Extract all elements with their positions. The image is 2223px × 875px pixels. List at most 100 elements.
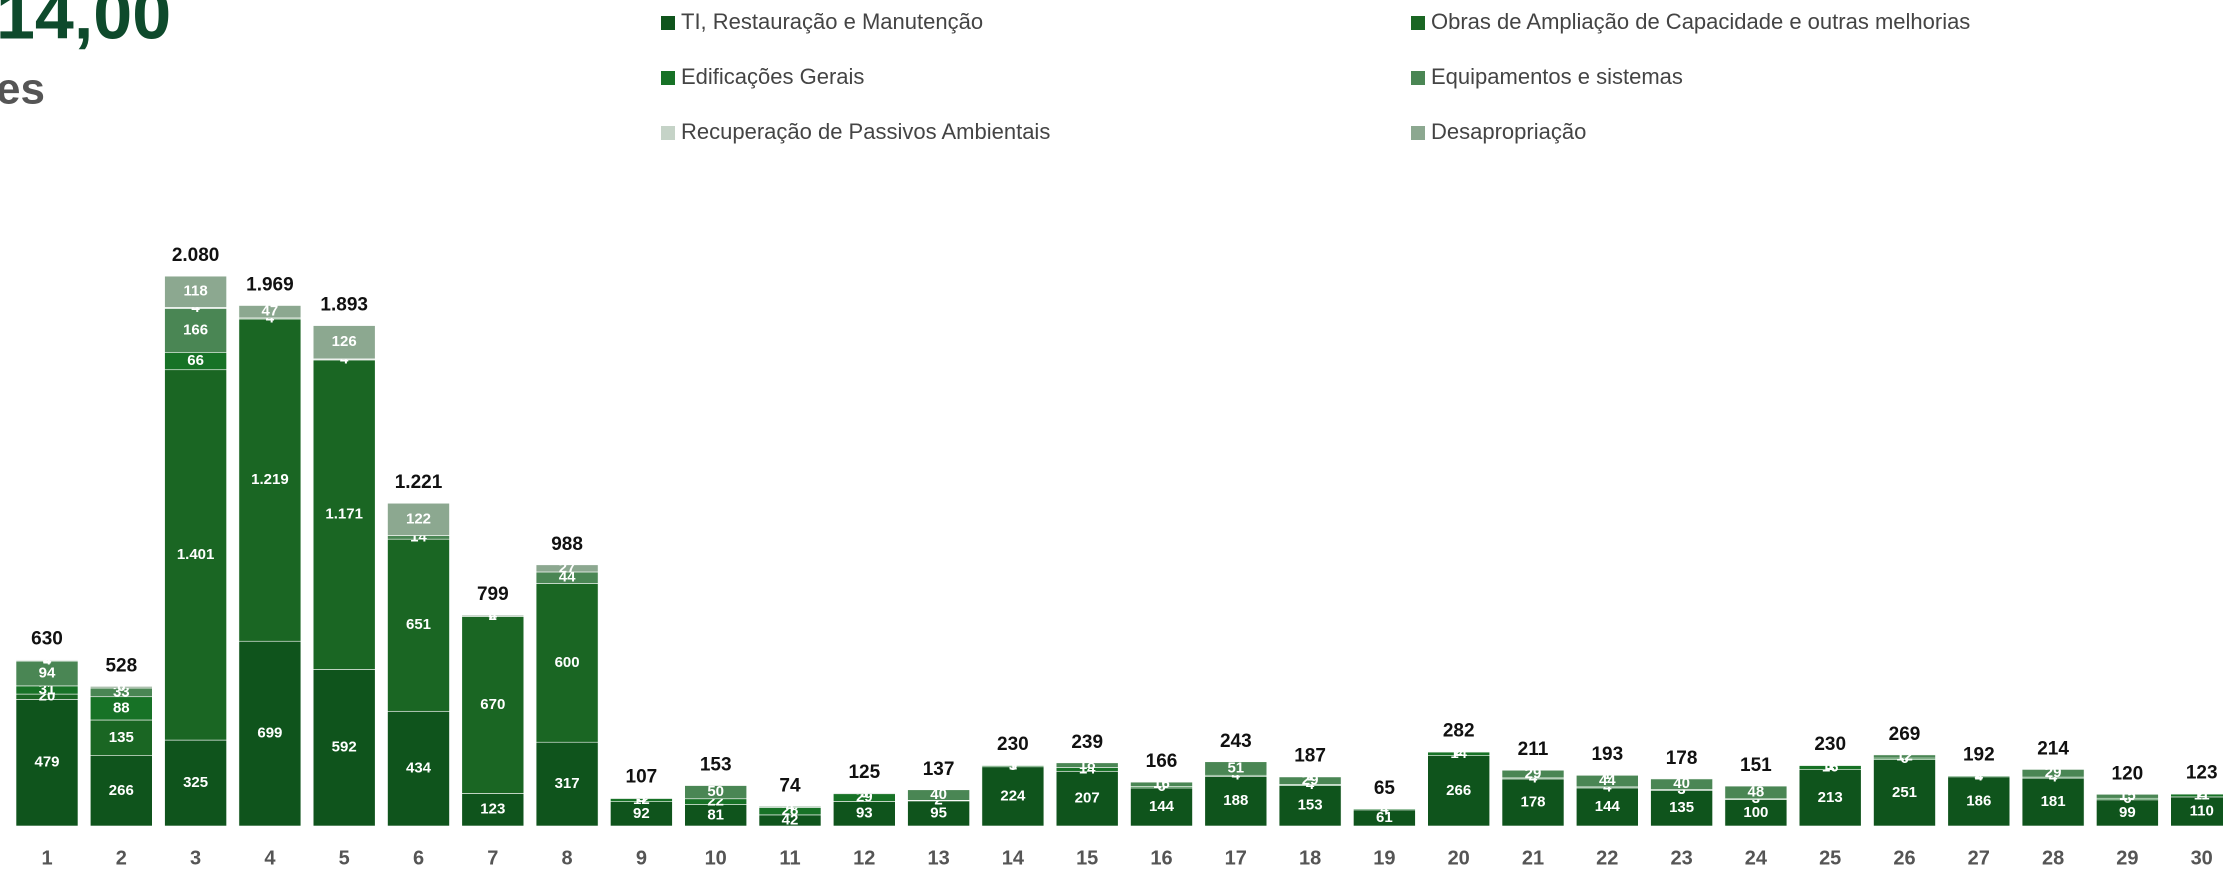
segment-label: 93 bbox=[856, 805, 873, 822]
segment-label: 66 bbox=[187, 352, 204, 369]
segment-label: 699 bbox=[257, 725, 282, 742]
segment-label: 122 bbox=[406, 510, 431, 527]
legend-label: Edificações Gerais bbox=[681, 64, 864, 89]
total-label: 528 bbox=[105, 655, 137, 676]
total-label: 230 bbox=[1814, 734, 1846, 755]
segment-label: 600 bbox=[555, 654, 580, 671]
segment-label: 29 bbox=[1525, 765, 1542, 782]
segment-label: 224 bbox=[1000, 787, 1026, 804]
segment-label: 2 bbox=[1975, 766, 1983, 783]
x-tick-label: 6 bbox=[413, 847, 424, 869]
x-tick-label: 8 bbox=[562, 847, 573, 869]
segment-label: 1 bbox=[1009, 756, 1017, 773]
x-tick-label: 27 bbox=[1968, 847, 1990, 869]
segment-label: 118 bbox=[183, 283, 207, 300]
segment-label: 15 bbox=[2119, 787, 2136, 804]
x-tick-label: 5 bbox=[339, 847, 350, 869]
segment-label: 1 bbox=[1826, 756, 1834, 773]
x-tick-label: 18 bbox=[1299, 847, 1321, 869]
segment-label: 434 bbox=[406, 760, 432, 777]
x-tick-label: 25 bbox=[1819, 847, 1841, 869]
total-label: 187 bbox=[1294, 746, 1326, 767]
x-tick-label: 4 bbox=[264, 847, 276, 869]
segment-label: 1.219 bbox=[251, 471, 289, 488]
legend-label: Equipamentos e sistemas bbox=[1431, 64, 1683, 89]
total-label: 137 bbox=[923, 759, 955, 780]
legend-swatch bbox=[1411, 71, 1425, 85]
total-label: 1.969 bbox=[246, 275, 294, 296]
segment-label: 3 bbox=[637, 789, 645, 806]
segment-label: 325 bbox=[183, 774, 208, 791]
total-label: 1.893 bbox=[320, 295, 368, 316]
x-tick-label: 3 bbox=[190, 847, 201, 869]
total-label: 123 bbox=[2186, 763, 2218, 784]
legend-label: TI, Restauração e Manutenção bbox=[681, 9, 983, 34]
total-label: 243 bbox=[1220, 731, 1252, 752]
segment-label: 2 bbox=[1455, 743, 1463, 760]
x-tick-label: 12 bbox=[853, 847, 875, 869]
segment-label: 670 bbox=[480, 696, 505, 713]
legend-swatch bbox=[661, 71, 675, 85]
total-label: 269 bbox=[1889, 724, 1921, 745]
x-tick-label: 14 bbox=[1002, 847, 1025, 869]
segment-label: 2 bbox=[2198, 785, 2206, 802]
segment-label: 651 bbox=[406, 616, 431, 633]
total-label: 214 bbox=[2037, 738, 2069, 759]
segment-label: 4 bbox=[489, 606, 498, 623]
segment-label: 178 bbox=[1520, 793, 1545, 810]
segment-label: 40 bbox=[930, 786, 947, 803]
segment-label: 207 bbox=[1075, 790, 1100, 807]
total-label: 230 bbox=[997, 734, 1029, 755]
total-label: 282 bbox=[1443, 720, 1475, 741]
segment-label: 27 bbox=[559, 559, 576, 576]
x-tick-label: 11 bbox=[779, 847, 800, 869]
segment-label: 1.401 bbox=[177, 546, 215, 563]
segment-label: 266 bbox=[1446, 782, 1471, 799]
total-label: 193 bbox=[1591, 744, 1623, 765]
segment-label: 144 bbox=[1149, 798, 1175, 815]
segment-label: 2 bbox=[43, 651, 51, 668]
segment-label: 40 bbox=[1673, 775, 1690, 792]
segment-label: 6 bbox=[117, 678, 125, 695]
segment-label: 50 bbox=[707, 783, 724, 800]
segment-label: 166 bbox=[183, 321, 208, 338]
segment-label: 592 bbox=[332, 739, 357, 756]
segment-label: 186 bbox=[1966, 792, 1991, 809]
x-tick-label: 7 bbox=[487, 847, 498, 869]
x-tick-label: 10 bbox=[705, 847, 727, 869]
segment-label: 135 bbox=[109, 729, 134, 746]
x-tick-label: 1 bbox=[41, 847, 52, 869]
total-label: 211 bbox=[1518, 739, 1549, 760]
segment-label: 1 bbox=[1306, 768, 1314, 785]
legend-label: Desapropriação bbox=[1431, 119, 1586, 144]
segment-label: 110 bbox=[2190, 802, 2214, 819]
total-label: 125 bbox=[848, 762, 880, 783]
segment-label: 317 bbox=[555, 775, 580, 792]
x-tick-label: 19 bbox=[1373, 847, 1395, 869]
total-label: 166 bbox=[1146, 751, 1178, 772]
x-tick-label: 24 bbox=[1745, 847, 1768, 869]
segment-label: 51 bbox=[1227, 759, 1244, 776]
legend-label: Obras de Ampliação de Capacidade e outra… bbox=[1431, 9, 1970, 34]
total-label: 239 bbox=[1071, 732, 1103, 753]
segment-label: 188 bbox=[1223, 792, 1248, 809]
total-label: 2.080 bbox=[172, 245, 220, 266]
total-label: 74 bbox=[779, 775, 801, 796]
segment-label: 266 bbox=[109, 782, 134, 799]
segment-label: 48 bbox=[1748, 783, 1765, 800]
segment-label: 18 bbox=[1079, 756, 1096, 773]
segment-label: 1 bbox=[1603, 766, 1611, 783]
total-label: 192 bbox=[1963, 744, 1995, 765]
segment-label: 123 bbox=[480, 801, 505, 818]
total-label: 65 bbox=[1374, 778, 1396, 799]
legend-swatch bbox=[661, 16, 675, 30]
segment-label: 12 bbox=[1896, 747, 1913, 764]
x-tick-label: 26 bbox=[1893, 847, 1915, 869]
x-tick-label: 13 bbox=[927, 847, 949, 869]
x-tick-label: 21 bbox=[1522, 847, 1544, 869]
total-label: 151 bbox=[1740, 755, 1772, 776]
x-tick-label: 28 bbox=[2042, 847, 2064, 869]
x-tick-label: 22 bbox=[1596, 847, 1618, 869]
segment-label: 29 bbox=[2045, 764, 2062, 781]
